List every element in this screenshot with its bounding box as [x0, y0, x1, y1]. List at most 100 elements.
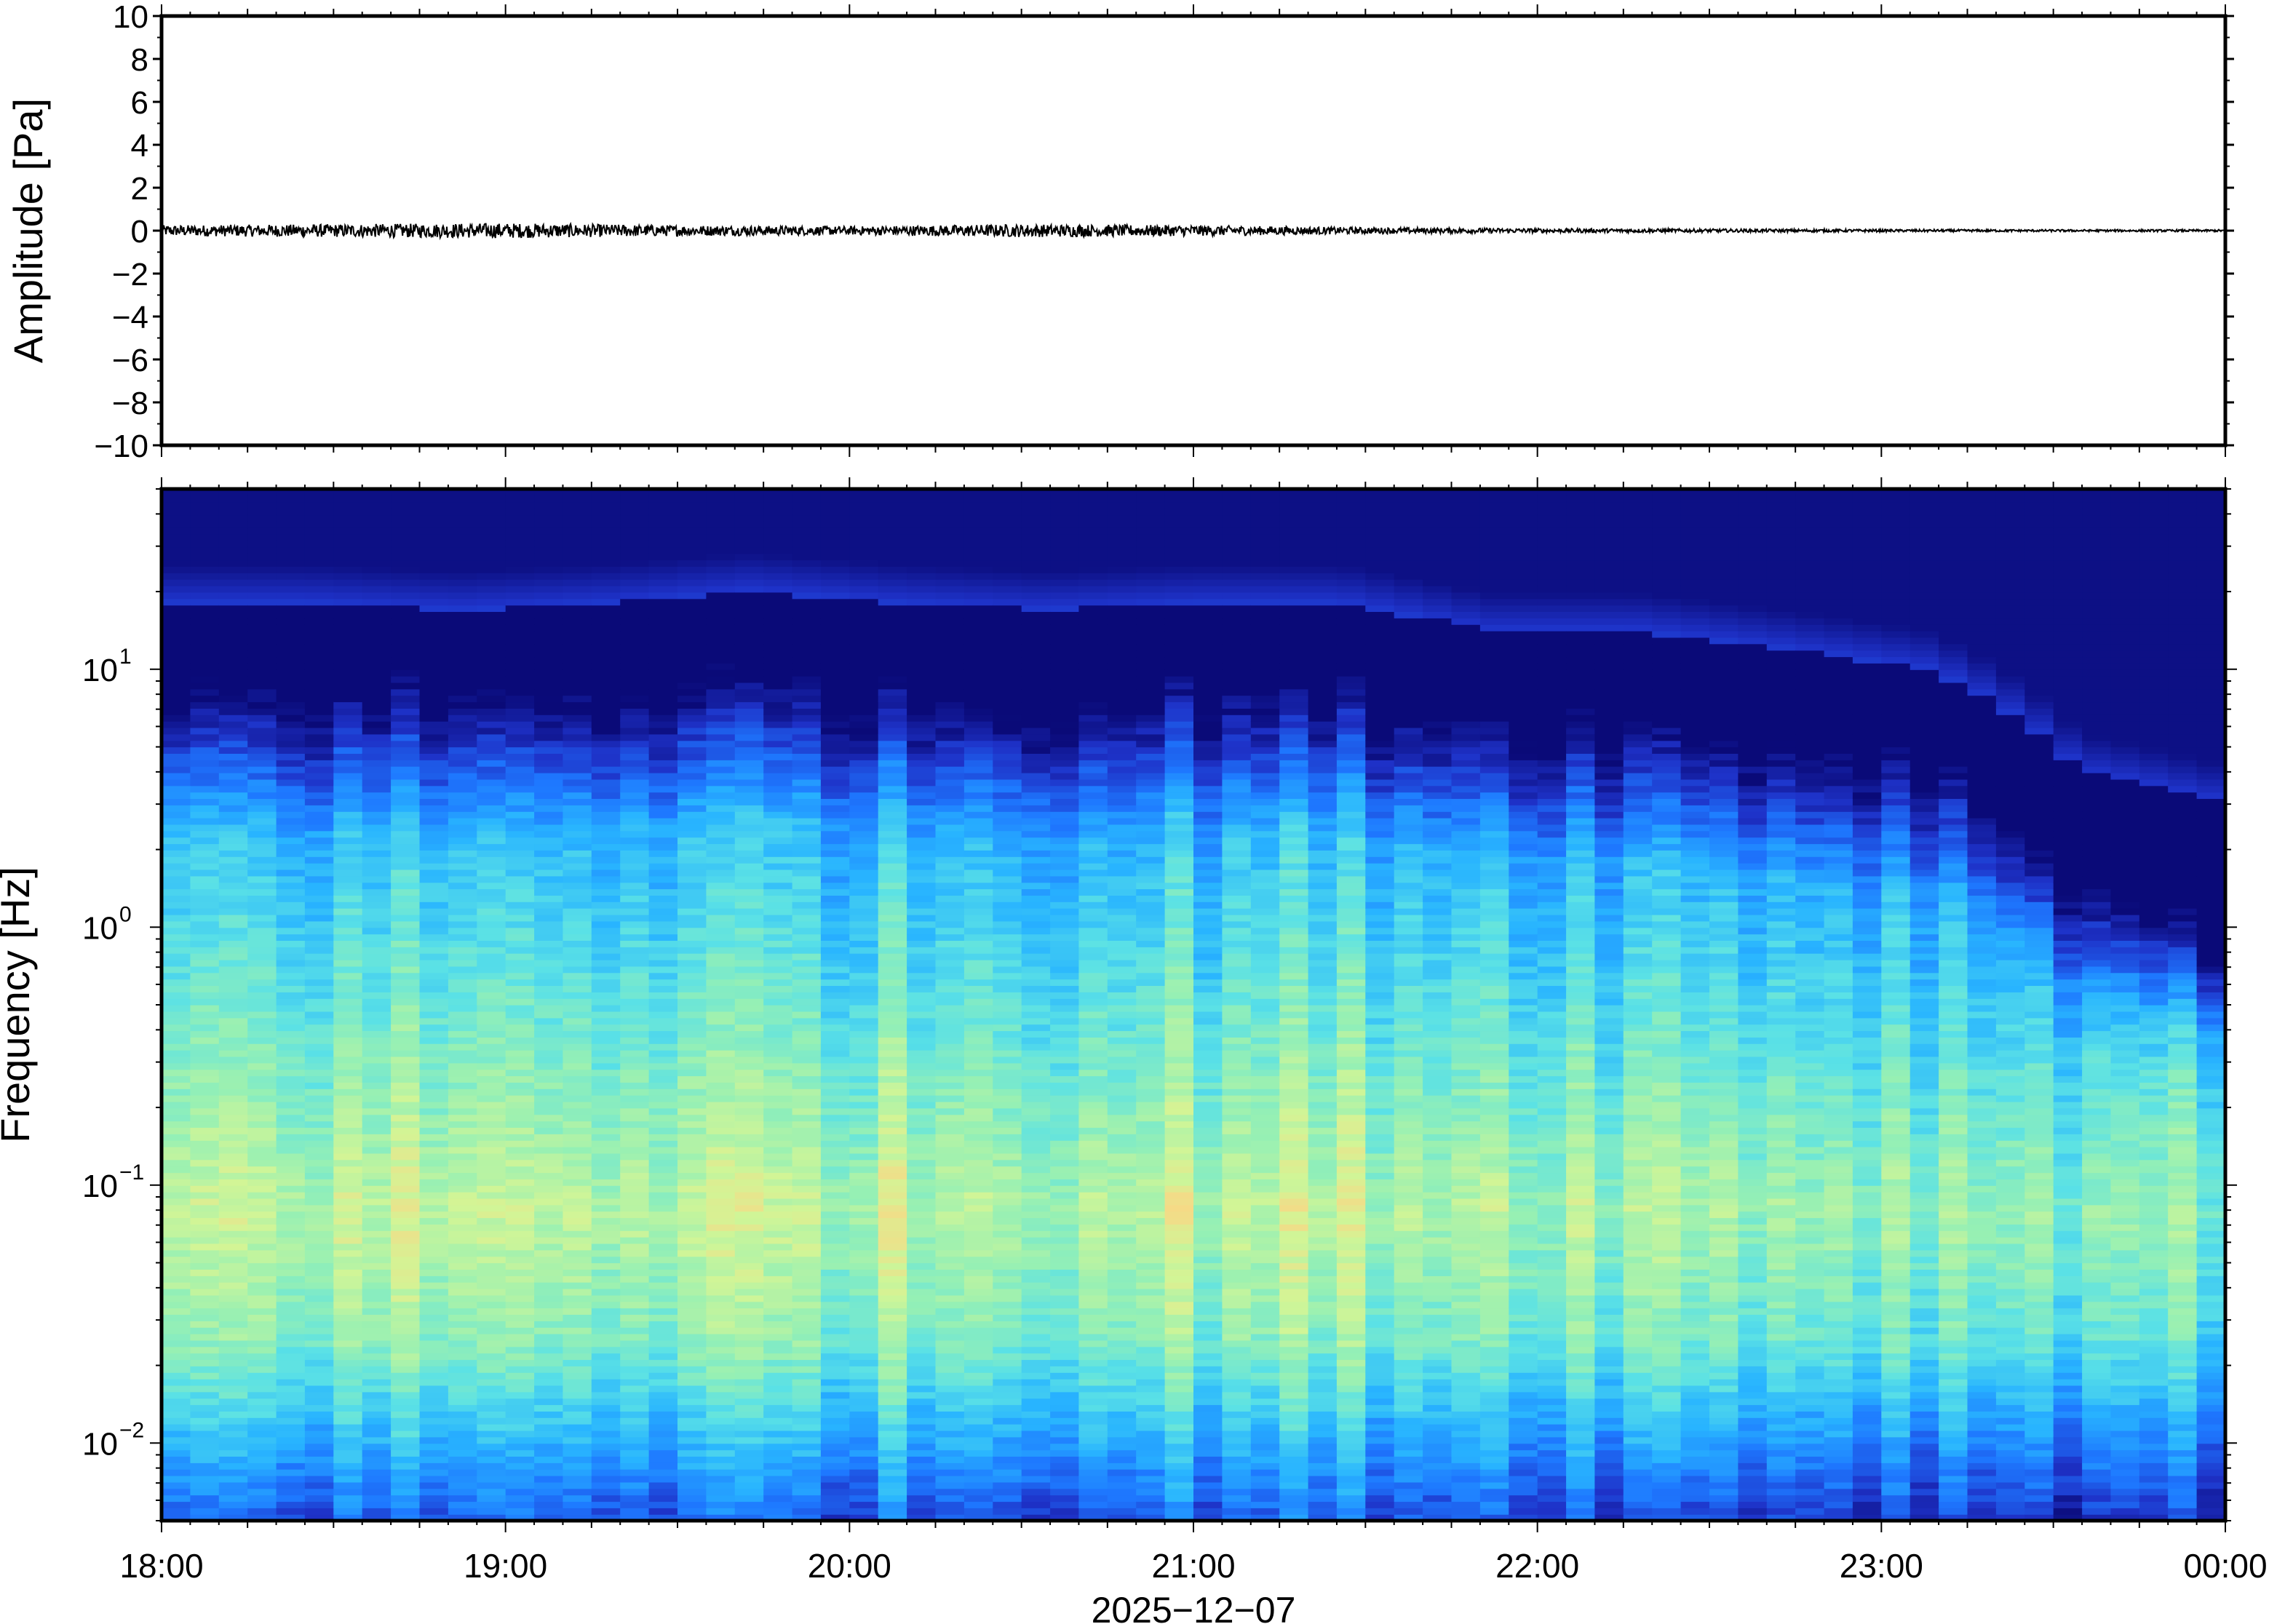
- spectrogram-cell: [677, 1192, 707, 1199]
- spectrogram-cell: [993, 1024, 1022, 1032]
- spectrogram-cell: [963, 895, 993, 902]
- spectrogram-cell: [276, 688, 306, 696]
- spectrogram-cell: [218, 824, 248, 832]
- spectrogram-cell: [333, 682, 363, 690]
- spectrogram-cell: [763, 546, 793, 554]
- spectrogram-cell: [247, 747, 277, 754]
- spectrogram-cell: [620, 540, 650, 548]
- spectrogram-cell: [563, 1449, 592, 1457]
- spectrogram-cell: [878, 1147, 907, 1154]
- spectrogram-cell: [505, 1508, 535, 1515]
- spectrogram-cell: [993, 1256, 1022, 1264]
- spectrogram-cell: [362, 1127, 392, 1134]
- spectrogram-cell: [763, 753, 793, 760]
- spectrogram-cell: [963, 521, 993, 528]
- spectrogram-cell: [391, 1147, 421, 1154]
- spectrogram-cell: [591, 1224, 621, 1231]
- spectrogram-cell: [333, 1107, 363, 1115]
- spectrogram-cell: [419, 1159, 449, 1167]
- spectrogram-cell: [706, 837, 736, 845]
- spectrogram-cell: [276, 960, 306, 967]
- spectrogram-cell: [162, 1417, 191, 1425]
- spectrogram-cell: [591, 643, 621, 651]
- spectrogram-cell: [448, 850, 477, 857]
- spectrogram-cell: [648, 1114, 678, 1122]
- spectrogram-cell: [993, 856, 1022, 864]
- spectrogram-cell: [333, 1211, 363, 1219]
- spectrogram-cell: [763, 979, 793, 986]
- spectrogram-cell: [706, 631, 736, 638]
- spectrogram-cell: [878, 598, 907, 606]
- spectrogram-cell: [190, 637, 220, 645]
- spectrogram-cell: [591, 773, 621, 780]
- spectrogram-cell: [448, 1153, 477, 1161]
- spectrogram-cell: [563, 579, 592, 586]
- spectrogram-cell: [276, 618, 306, 625]
- spectrogram-cell: [935, 779, 965, 787]
- spectrogram-cell: [792, 1275, 822, 1283]
- spectrogram-cell: [648, 1095, 678, 1102]
- spectrogram-cell: [304, 1366, 334, 1373]
- spectrogram-cell: [534, 598, 564, 606]
- spectrogram-cell: [333, 1159, 363, 1167]
- spectrogram-cell: [162, 1121, 191, 1128]
- spectrogram-cell: [648, 979, 678, 986]
- spectrogram-cell: [907, 940, 937, 947]
- spectrogram-cell: [391, 837, 421, 845]
- spectrogram-cell: [963, 1501, 993, 1508]
- spectrogram-cell: [963, 1508, 993, 1515]
- spectrogram-cell: [419, 1095, 449, 1102]
- spectrogram-cell: [591, 553, 621, 561]
- spectrogram-cell: [591, 1340, 621, 1348]
- spectrogram-cell: [190, 773, 220, 780]
- spectrogram-cell: [505, 1359, 535, 1366]
- spectrogram-cell: [820, 869, 850, 877]
- spectrogram-cell: [792, 592, 822, 600]
- spectrogram-cell: [477, 1307, 506, 1315]
- spectrogram-cell: [820, 1211, 850, 1219]
- spectrogram-cell: [878, 1469, 907, 1476]
- spectrogram-cell: [849, 1508, 879, 1515]
- spectrogram-cell: [677, 1230, 707, 1238]
- spectrogram-cell: [763, 972, 793, 980]
- spectrogram-cell: [391, 1346, 421, 1354]
- spectrogram-cell: [391, 1289, 421, 1296]
- spectrogram-cell: [591, 947, 621, 954]
- spectrogram-cell: [477, 1043, 506, 1051]
- spectrogram-cell: [935, 1443, 965, 1451]
- spectrogram-cell: [792, 953, 822, 960]
- spectrogram-cell: [907, 1088, 937, 1096]
- spectrogram-cell: [963, 637, 993, 645]
- spectrogram-cell: [419, 546, 449, 554]
- spectrogram-cell: [706, 1340, 736, 1348]
- spectrogram-cell: [706, 605, 736, 612]
- spectrogram-cell: [677, 663, 707, 670]
- spectrogram-cell: [620, 695, 650, 703]
- spectrogram-cell: [505, 1101, 535, 1109]
- spectrogram-cell: [333, 695, 363, 703]
- spectrogram-cell: [878, 1314, 907, 1321]
- spectrogram-cell: [591, 901, 621, 909]
- spectrogram-cell: [276, 805, 306, 812]
- spectrogram-cell: [763, 760, 793, 767]
- spectrogram-cell: [878, 1449, 907, 1457]
- spectrogram-cell: [820, 908, 850, 915]
- spectrogram-cell: [993, 947, 1022, 954]
- spectrogram-cell: [190, 508, 220, 516]
- spectrogram-cell: [218, 934, 248, 941]
- spectrogram-cell: [162, 1514, 191, 1521]
- spectrogram-cell: [993, 1101, 1022, 1109]
- spectrogram-cell: [734, 985, 764, 992]
- spectrogram-cell: [563, 830, 592, 838]
- spectrogram-cell: [706, 792, 736, 799]
- spectrogram-cell: [448, 676, 477, 683]
- spectrogram-cell: [505, 650, 535, 658]
- spectrogram-cell: [591, 1204, 621, 1212]
- spectrogram-cell: [477, 1443, 506, 1451]
- spectrogram-cell: [706, 528, 736, 535]
- spectrogram-cell: [391, 895, 421, 902]
- spectrogram-cell: [734, 1289, 764, 1296]
- spectrogram-cell: [162, 1307, 191, 1315]
- spectrogram-cell: [993, 631, 1022, 638]
